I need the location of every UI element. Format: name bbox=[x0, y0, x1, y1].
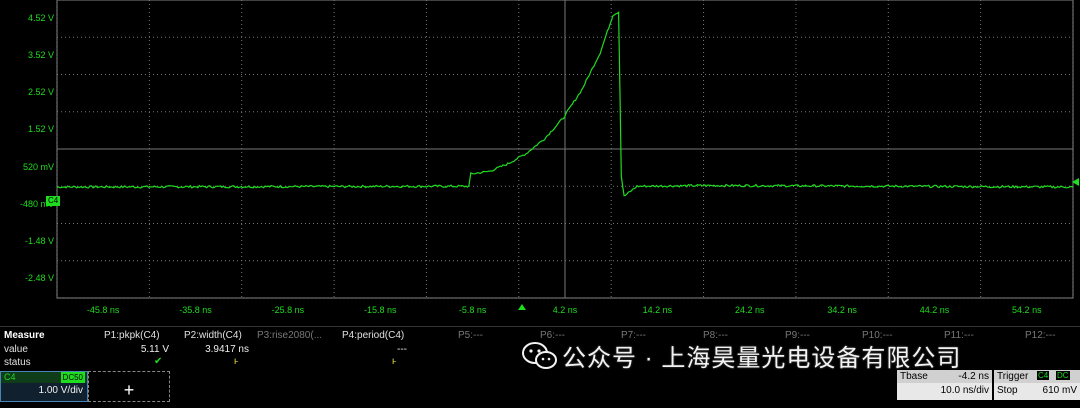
x-tick-label: 24.2 ns bbox=[734, 305, 765, 315]
trigger-position-arrow[interactable] bbox=[518, 304, 526, 310]
trigger-level: 610 mV bbox=[1042, 385, 1077, 396]
measure-title: Measure bbox=[4, 330, 45, 341]
measure-param-label[interactable]: P2:width(C4) bbox=[184, 330, 242, 341]
value-row-label: value bbox=[4, 344, 28, 355]
trigger-label: Trigger bbox=[997, 371, 1029, 382]
measure-param-label[interactable]: P6:--- bbox=[540, 330, 565, 341]
measure-param-value: --- bbox=[397, 344, 407, 355]
channel-c4-descriptor[interactable]: C4 DC50 1.00 V/div bbox=[0, 371, 88, 402]
y-tick-label: -480 mV bbox=[19, 198, 54, 209]
watermark-text: 公众号 · 上海昊量光电设备有限公司 bbox=[562, 345, 962, 372]
y-tick-label: 1.52 V bbox=[27, 124, 54, 135]
timebase-label: Tbase bbox=[900, 371, 928, 382]
measure-param-label[interactable]: P3:rise2080(... bbox=[257, 330, 323, 341]
add-channel-button[interactable]: + bbox=[88, 371, 170, 402]
status-warning-icon: ⱶ bbox=[234, 356, 239, 367]
trigger-coupling: DC bbox=[1056, 371, 1070, 380]
trigger-panel[interactable]: Trigger C4 DC Stop 610 mV bbox=[994, 370, 1080, 400]
channel-offset-marker[interactable]: C4 bbox=[46, 196, 61, 206]
measure-param-label[interactable]: P10:--- bbox=[862, 330, 893, 341]
measure-param-label[interactable]: P11:--- bbox=[944, 330, 974, 341]
status-row-label: status bbox=[4, 357, 31, 368]
timebase-div: 10.0 ns/div bbox=[940, 385, 989, 396]
measure-param-label[interactable]: P8:--- bbox=[703, 330, 728, 341]
trigger-mode: Stop bbox=[997, 385, 1018, 396]
timebase-delay: -4.2 ns bbox=[958, 371, 989, 382]
waveform-trace-c4 bbox=[56, 11, 1074, 197]
x-tick-label: -5.8 ns bbox=[458, 305, 487, 315]
x-tick-label: 14.2 ns bbox=[642, 305, 673, 315]
trigger-channel: C4 bbox=[1037, 371, 1050, 380]
y-tick-label: 520 mV bbox=[22, 161, 54, 172]
wechat-icon bbox=[522, 342, 557, 369]
measure-param-label[interactable]: P4:period(C4) bbox=[342, 330, 405, 341]
trigger-level-arrow[interactable] bbox=[1072, 178, 1079, 186]
x-tick-label: 44.2 ns bbox=[919, 305, 950, 315]
measure-param-label[interactable]: P5:--- bbox=[458, 330, 483, 341]
x-tick-label: -15.8 ns bbox=[364, 305, 397, 315]
x-tick-label: 34.2 ns bbox=[827, 305, 857, 315]
y-tick-label: 3.52 V bbox=[27, 49, 54, 60]
divider bbox=[0, 326, 1080, 327]
y-tick-label: -2.48 V bbox=[24, 273, 54, 284]
measure-param-label[interactable]: P7:--- bbox=[621, 330, 646, 341]
measure-param-label[interactable]: P1:pkpk(C4) bbox=[104, 330, 160, 341]
channel-vdiv: 1.00 V/div bbox=[38, 385, 83, 396]
status-warning-icon: ⱶ bbox=[392, 356, 397, 367]
x-tick-label: -45.8 ns bbox=[86, 305, 120, 315]
channel-coupling-badge: DC50 bbox=[60, 372, 85, 383]
y-tick-label: 4.52 V bbox=[27, 12, 54, 23]
scope-display[interactable]: 4.52 V 3.52 V 2.52 V 1.52 V 520 mV -480 mV -1.… bbox=[0, 0, 1080, 326]
x-tick-label: 54.2 ns bbox=[1012, 305, 1042, 315]
x-tick-label: -25.8 ns bbox=[271, 305, 305, 315]
channel-name: C4 bbox=[4, 372, 16, 382]
y-tick-label: 2.52 V bbox=[27, 87, 54, 98]
measure-param-label[interactable]: P9:--- bbox=[785, 330, 810, 341]
measure-param-value: 3.9417 ns bbox=[205, 344, 249, 355]
y-tick-label: -1.48 V bbox=[24, 236, 54, 247]
measure-param-value: 5.11 V bbox=[140, 344, 169, 355]
x-tick-label: 4.2 ns bbox=[552, 305, 578, 315]
channel-header bbox=[1, 372, 87, 383]
status-check-icon: ✔ bbox=[154, 356, 163, 367]
x-tick-label: -35.8 ns bbox=[179, 305, 212, 315]
measure-param-label[interactable]: P12:--- bbox=[1025, 330, 1056, 341]
waveform-grid bbox=[56, 0, 1074, 299]
timebase-panel[interactable]: Tbase -4.2 ns 10.0 ns/div bbox=[897, 370, 992, 400]
